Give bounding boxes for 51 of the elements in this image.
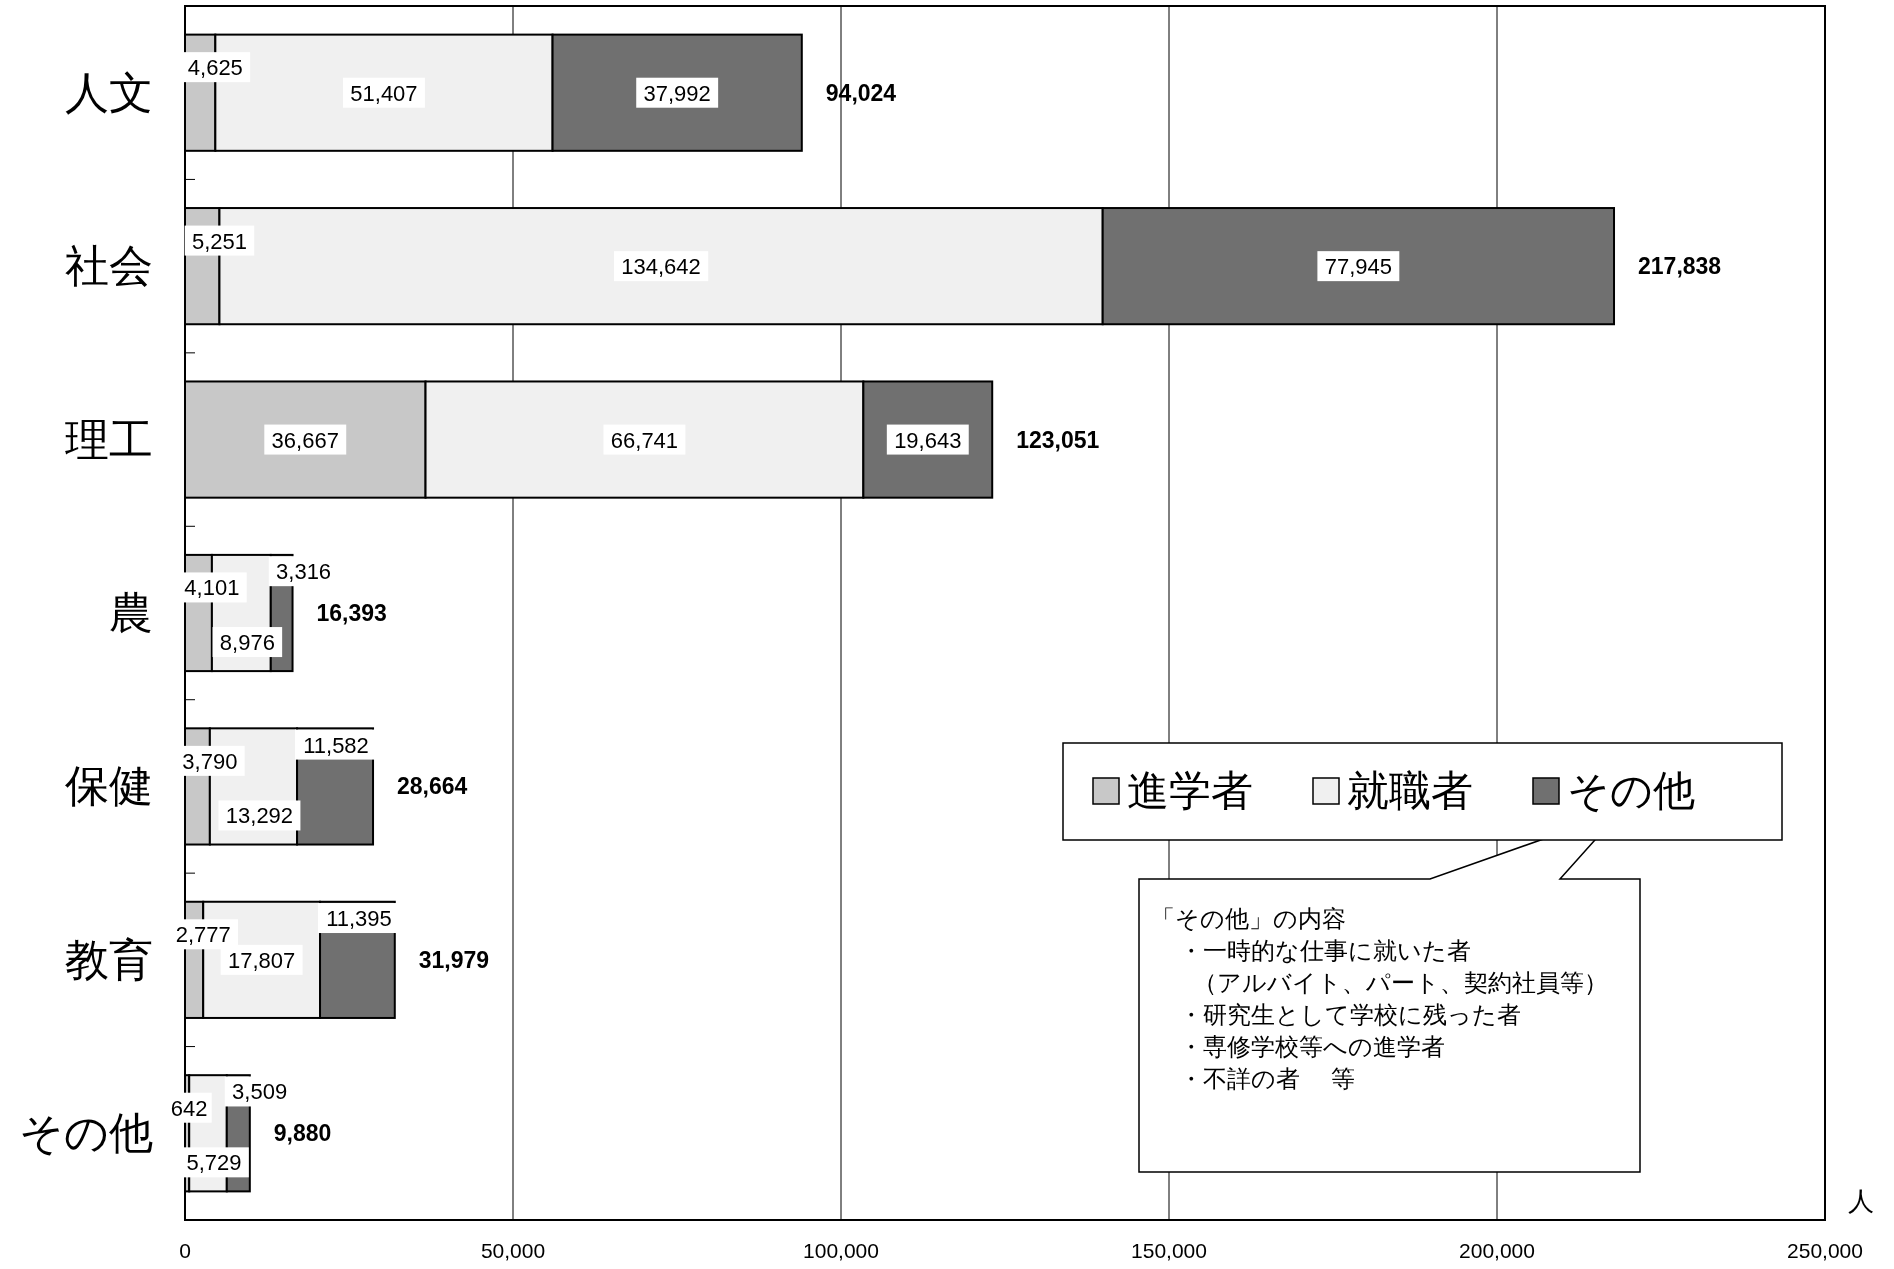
total-label: 31,979 bbox=[418, 946, 490, 973]
y-tick-label: 理工 bbox=[65, 414, 153, 464]
data-label: 4,625 bbox=[187, 55, 243, 81]
annotation: 「その他」の内容 bbox=[1151, 905, 1346, 932]
y-tick-label: その他 bbox=[19, 1108, 153, 1158]
total-label: 123,051 bbox=[1016, 426, 1100, 453]
x-tick-label: 150,000 bbox=[1131, 1239, 1207, 1262]
legend-label: その他 bbox=[1567, 767, 1695, 814]
x-tick-label: 200,000 bbox=[1459, 1239, 1535, 1262]
y-tick-label: 社会 bbox=[65, 241, 153, 291]
data-label: 8,976 bbox=[219, 630, 275, 656]
data-label: 5,729 bbox=[186, 1150, 242, 1176]
total-label: 217,838 bbox=[1638, 253, 1722, 280]
annotation: ・専修学校等への進学者 bbox=[1179, 1033, 1445, 1060]
data-label: 642 bbox=[170, 1095, 208, 1121]
data-label: 37,992 bbox=[643, 80, 711, 106]
data-label: 3,316 bbox=[276, 559, 332, 585]
data-label: 36,667 bbox=[271, 427, 339, 453]
data-label: 3,509 bbox=[232, 1079, 288, 1105]
y-tick-label: 教育 bbox=[65, 934, 153, 984]
data-label: 51,407 bbox=[350, 80, 418, 106]
annotation: ・一時的な仕事に就いた者 bbox=[1179, 937, 1471, 964]
data-label: 134,642 bbox=[621, 254, 701, 280]
y-tick-label: 農 bbox=[109, 588, 153, 637]
data-label: 4,101 bbox=[184, 575, 240, 601]
data-label: 5,251 bbox=[191, 228, 247, 254]
total-label: 16,393 bbox=[316, 600, 387, 626]
x-tick-label: 100,000 bbox=[803, 1239, 879, 1262]
total-label: 28,664 bbox=[397, 773, 468, 800]
data-label: 77,945 bbox=[1324, 254, 1393, 280]
data-label: 3,790 bbox=[182, 748, 238, 774]
x-axis-title: 人 bbox=[1848, 1186, 1874, 1216]
x-tick-label: 250,000 bbox=[1787, 1239, 1863, 1262]
data-label: 13,292 bbox=[225, 803, 294, 829]
data-label: 66,741 bbox=[610, 427, 679, 453]
annotation: ・不詳の者 等 bbox=[1179, 1065, 1355, 1092]
data-label: 11,582 bbox=[303, 732, 369, 758]
data-label: 19,643 bbox=[894, 427, 962, 453]
legend-label: 進学者 bbox=[1127, 767, 1253, 814]
legend-label: 就職者 bbox=[1347, 767, 1473, 814]
x-tick-label: 0 bbox=[179, 1239, 191, 1262]
y-tick-label: 人文 bbox=[65, 67, 153, 117]
total-label: 94,024 bbox=[825, 79, 897, 106]
annotation: （アルバイト、パート、契約社員等） bbox=[1193, 969, 1608, 996]
data-label: 11,395 bbox=[326, 906, 392, 932]
data-label: 2,777 bbox=[175, 922, 231, 948]
total-label: 9,880 bbox=[273, 1120, 332, 1147]
data-label: 17,807 bbox=[227, 947, 296, 973]
x-tick-label: 50,000 bbox=[480, 1239, 546, 1262]
annotation: ・研究生として学校に残った者 bbox=[1179, 1001, 1521, 1028]
y-tick-label: 保健 bbox=[65, 761, 153, 811]
